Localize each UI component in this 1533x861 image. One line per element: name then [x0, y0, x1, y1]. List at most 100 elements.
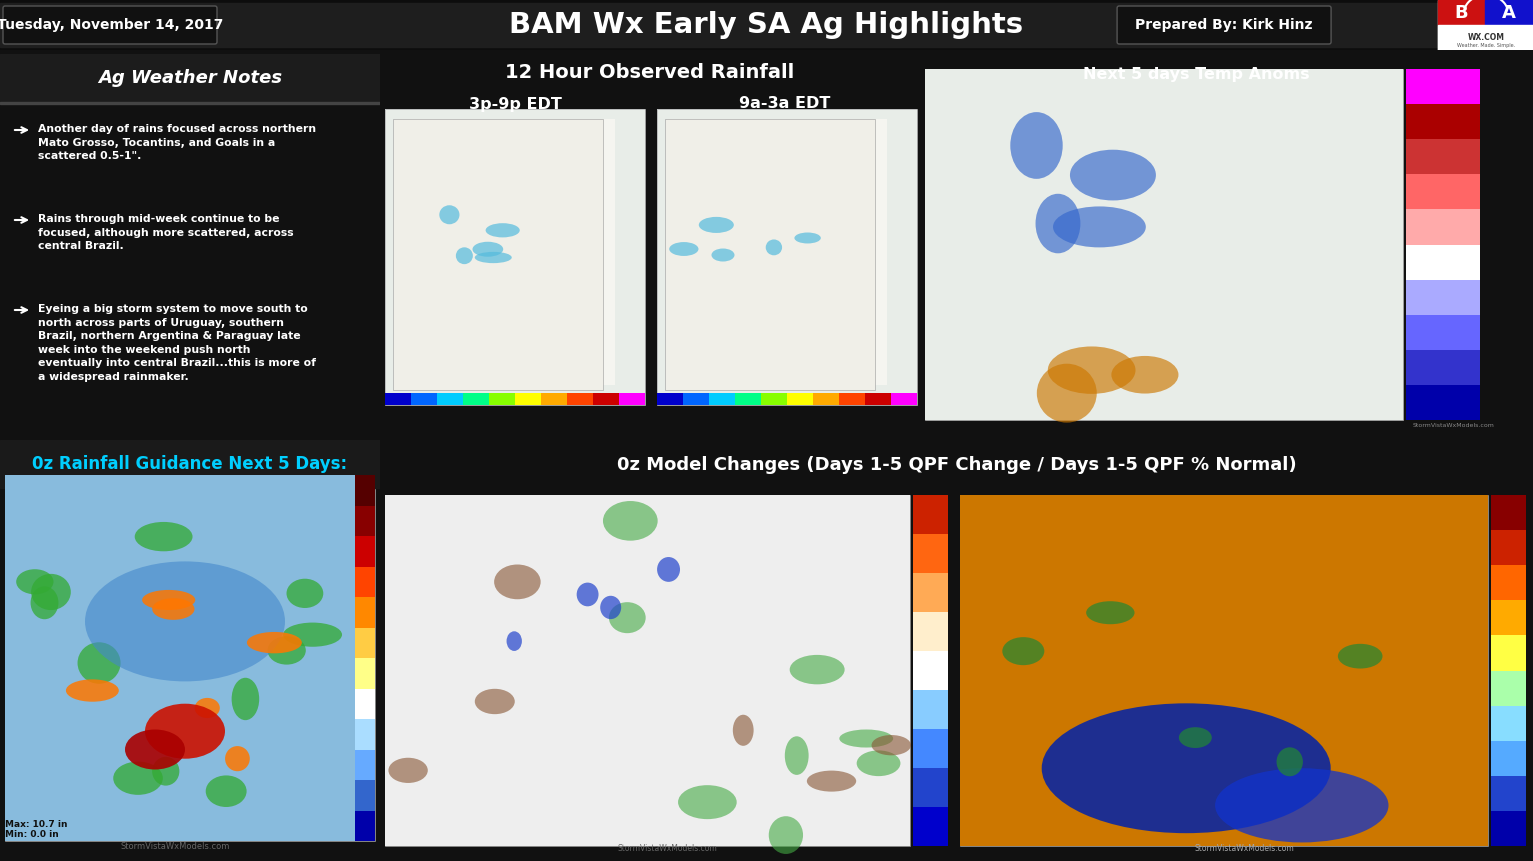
Bar — [1406, 139, 1479, 174]
Bar — [1492, 706, 1525, 740]
Ellipse shape — [1179, 728, 1211, 748]
Bar — [1492, 565, 1525, 600]
Ellipse shape — [231, 678, 259, 720]
Text: 3p-9p EDT: 3p-9p EDT — [469, 96, 561, 112]
Text: Eyeing a big storm system to move south to
north across parts of Uruguay, southe: Eyeing a big storm system to move south … — [38, 304, 316, 382]
Ellipse shape — [146, 703, 225, 759]
Bar — [914, 729, 947, 768]
Bar — [356, 749, 376, 780]
Text: Max: 10.7 in
Min: 0.0 in: Max: 10.7 in Min: 0.0 in — [5, 820, 67, 839]
Bar — [385, 393, 411, 405]
Ellipse shape — [31, 586, 58, 619]
Bar — [914, 651, 947, 690]
Ellipse shape — [225, 746, 250, 771]
Bar — [1406, 209, 1479, 245]
Ellipse shape — [711, 249, 734, 262]
Ellipse shape — [472, 242, 503, 257]
Ellipse shape — [794, 232, 820, 244]
Bar — [1492, 495, 1525, 530]
Text: Ag Weather Notes: Ag Weather Notes — [98, 69, 282, 87]
Bar — [708, 393, 734, 405]
Bar — [541, 393, 567, 405]
Bar — [1406, 245, 1479, 280]
Bar — [786, 393, 812, 405]
Ellipse shape — [287, 579, 323, 608]
Ellipse shape — [1003, 637, 1044, 666]
Bar — [356, 719, 376, 749]
Ellipse shape — [267, 636, 305, 665]
Bar — [812, 393, 839, 405]
Ellipse shape — [1035, 194, 1081, 253]
Ellipse shape — [1053, 207, 1145, 247]
Bar — [356, 567, 376, 597]
FancyBboxPatch shape — [3, 6, 218, 44]
Ellipse shape — [440, 205, 460, 224]
Ellipse shape — [113, 761, 162, 795]
Bar — [5, 475, 376, 841]
Ellipse shape — [152, 757, 179, 785]
Ellipse shape — [66, 679, 120, 702]
Text: Rains through mid-week continue to be
focused, although more scattered, across
c: Rains through mid-week continue to be fo… — [38, 214, 294, 251]
Ellipse shape — [785, 736, 808, 775]
Bar — [658, 109, 917, 405]
Bar — [1406, 385, 1479, 420]
Bar — [891, 393, 917, 405]
Bar — [463, 393, 489, 405]
Ellipse shape — [857, 751, 900, 776]
Text: 9a-3a EDT: 9a-3a EDT — [739, 96, 831, 112]
Bar — [356, 658, 376, 689]
Bar — [658, 109, 917, 405]
Ellipse shape — [602, 501, 658, 541]
Ellipse shape — [506, 631, 521, 651]
Ellipse shape — [152, 598, 195, 620]
Bar — [385, 109, 645, 405]
Bar — [1406, 104, 1479, 139]
Ellipse shape — [494, 565, 541, 599]
Bar — [1438, 0, 1485, 25]
Ellipse shape — [789, 655, 845, 684]
Bar — [1492, 530, 1525, 565]
Ellipse shape — [1277, 747, 1303, 777]
Text: 0z Rainfall Guidance Next 5 Days:: 0z Rainfall Guidance Next 5 Days: — [32, 455, 348, 473]
Ellipse shape — [284, 623, 342, 647]
Bar — [734, 393, 760, 405]
Ellipse shape — [126, 729, 185, 770]
Text: Tuesday, November 14, 2017: Tuesday, November 14, 2017 — [0, 18, 224, 32]
Text: StormVistaWxModels.com: StormVistaWxModels.com — [618, 844, 717, 853]
Ellipse shape — [31, 574, 71, 610]
Ellipse shape — [768, 816, 803, 854]
Bar — [1492, 671, 1525, 706]
Bar — [567, 393, 593, 405]
Bar — [1492, 740, 1525, 776]
Ellipse shape — [205, 776, 247, 807]
Ellipse shape — [1047, 346, 1136, 393]
Ellipse shape — [658, 557, 681, 582]
Ellipse shape — [733, 715, 754, 746]
Bar — [914, 495, 947, 534]
Ellipse shape — [609, 602, 645, 633]
Ellipse shape — [601, 596, 621, 619]
Ellipse shape — [678, 785, 737, 819]
Bar — [914, 690, 947, 729]
Ellipse shape — [475, 252, 512, 263]
Bar — [1438, 0, 1533, 50]
Bar — [1438, 25, 1533, 50]
Ellipse shape — [84, 561, 285, 681]
Bar — [684, 393, 708, 405]
FancyBboxPatch shape — [1118, 6, 1331, 44]
Text: StormVistaWxModels.com: StormVistaWxModels.com — [1412, 423, 1495, 428]
Bar — [914, 534, 947, 573]
Bar — [1406, 315, 1479, 350]
Bar — [356, 475, 376, 505]
Ellipse shape — [143, 590, 195, 610]
Bar — [619, 393, 645, 405]
Bar — [396, 119, 615, 385]
Ellipse shape — [806, 771, 857, 791]
Text: StormVistaWxModels.com: StormVistaWxModels.com — [1194, 844, 1294, 853]
Bar — [515, 393, 541, 405]
Bar — [0, 102, 380, 104]
Bar — [489, 393, 515, 405]
Ellipse shape — [486, 223, 520, 238]
Bar — [1406, 280, 1479, 315]
Ellipse shape — [247, 632, 302, 653]
